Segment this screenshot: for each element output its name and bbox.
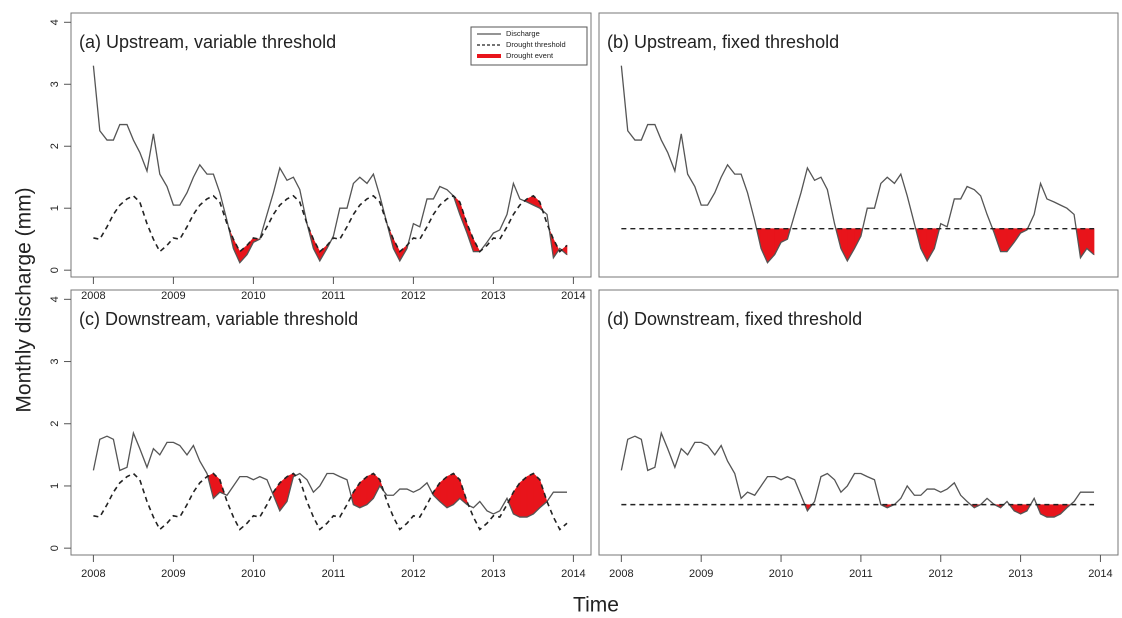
panel-title: (a) Upstream, variable threshold bbox=[79, 32, 336, 52]
series-line bbox=[620, 65, 1095, 264]
x-tick-label: 2009 bbox=[161, 568, 185, 580]
x-tick-label: 2014 bbox=[1088, 568, 1112, 580]
plot-frame bbox=[70, 289, 592, 556]
panel: 2008 2009 2010 2011 2012 2013 2014 (d) Downstre… bbox=[598, 289, 1119, 580]
series-line bbox=[92, 65, 568, 264]
y-tick-label: 1 bbox=[49, 205, 61, 211]
y-axis-label: Monthly discharge (mm) bbox=[13, 187, 36, 412]
drought-event bbox=[1006, 228, 1015, 253]
y-tick-label: 2 bbox=[49, 421, 61, 427]
drought-event bbox=[847, 228, 855, 263]
drought-event bbox=[353, 481, 361, 509]
y-tick-label: 4 bbox=[49, 296, 61, 302]
panel: 0 1 2 3 4 2008 2009 2010 2011 2012 2013 2014 (c) Dow… bbox=[49, 289, 592, 580]
x-axis-label: Time bbox=[573, 594, 619, 617]
panel: (b) Upstream, fixed threshold bbox=[598, 12, 1119, 278]
x-tick-label: 2008 bbox=[81, 568, 105, 580]
y-tick-label: 1 bbox=[49, 483, 61, 489]
drought-event bbox=[526, 473, 534, 518]
legend-label: Discharge bbox=[506, 29, 540, 38]
legend-label: Drought threshold bbox=[506, 40, 566, 49]
drought-event bbox=[446, 473, 454, 509]
x-tick-label: 2014 bbox=[561, 290, 585, 302]
drought-event bbox=[539, 479, 548, 509]
series-line bbox=[93, 472, 568, 531]
series-line bbox=[93, 194, 568, 253]
x-tick-label: 2013 bbox=[1008, 568, 1032, 580]
plot-frame bbox=[70, 12, 592, 278]
x-tick-label: 2008 bbox=[81, 290, 105, 302]
drought-event bbox=[1046, 504, 1055, 518]
drought-event bbox=[553, 239, 560, 259]
x-tick-label: 2013 bbox=[481, 290, 505, 302]
panel: 0 1 2 3 4 2008 2009 2010 2011 2012 2013 2014 (a) Ups… bbox=[49, 12, 592, 302]
drought-event bbox=[373, 472, 381, 499]
x-tick-label: 2009 bbox=[689, 568, 713, 580]
y-tick-label: 2 bbox=[49, 143, 61, 149]
x-tick-label: 2010 bbox=[241, 568, 265, 580]
x-tick-label: 2011 bbox=[322, 568, 346, 580]
y-tick-label: 0 bbox=[49, 545, 61, 551]
drought-event bbox=[359, 475, 368, 509]
drought-event bbox=[1000, 228, 1008, 252]
x-tick-label: 2014 bbox=[561, 568, 585, 580]
plot-frame bbox=[598, 289, 1119, 556]
x-tick-label: 2011 bbox=[849, 568, 873, 580]
panel-title: (b) Upstream, fixed threshold bbox=[607, 32, 839, 52]
y-tick-label: 3 bbox=[49, 81, 61, 87]
drought-event bbox=[926, 228, 935, 263]
legend-box bbox=[470, 26, 588, 66]
x-tick-label: 2011 bbox=[322, 290, 346, 302]
drought-event bbox=[774, 228, 782, 255]
x-tick-label: 2012 bbox=[928, 568, 952, 580]
panel-title: (d) Downstream, fixed threshold bbox=[607, 309, 862, 329]
x-tick-label: 2012 bbox=[401, 568, 425, 580]
x-tick-label: 2010 bbox=[769, 568, 793, 580]
drought-event bbox=[519, 475, 528, 518]
legend-label: Drought event bbox=[506, 51, 554, 60]
series-line bbox=[620, 430, 1095, 518]
drought-event bbox=[513, 481, 521, 518]
y-tick-label: 3 bbox=[49, 358, 61, 364]
plot-frame bbox=[598, 12, 1119, 278]
x-tick-label: 2012 bbox=[401, 290, 425, 302]
panel-title: (c) Downstream, variable threshold bbox=[79, 309, 358, 329]
y-tick-label: 4 bbox=[49, 19, 61, 25]
x-tick-label: 2009 bbox=[161, 290, 185, 302]
x-tick-label: 2013 bbox=[481, 568, 505, 580]
y-tick-label: 0 bbox=[49, 267, 61, 273]
x-tick-label: 2010 bbox=[241, 290, 265, 302]
x-tick-label: 2008 bbox=[609, 568, 633, 580]
drought-event bbox=[760, 228, 768, 263]
series-line bbox=[92, 430, 567, 518]
drought-event bbox=[767, 228, 775, 264]
